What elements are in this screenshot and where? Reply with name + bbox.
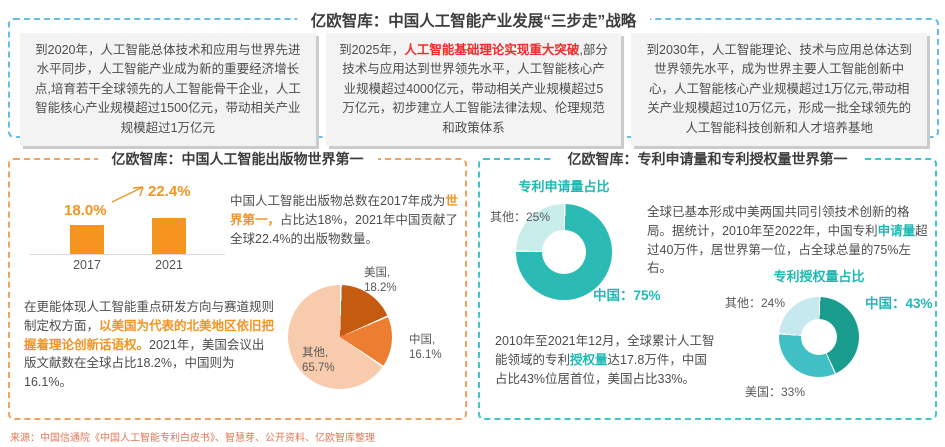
publications-summary-2: 在更能体现人工智能重点研发方向与赛道规则制定权方面，以美国为代表的北美地区依旧把…	[24, 298, 276, 392]
bar-2021	[152, 218, 186, 254]
pie-label-others-value: 65.7%	[302, 361, 335, 374]
pie-label-usa-name: 美国,	[364, 267, 391, 279]
publications-summary-1-highlight: 世界第一，	[230, 194, 458, 227]
applications-label-china: 中国：75%	[593, 288, 661, 303]
pie-label-china-name: 中国,	[409, 334, 436, 346]
step-2030-text: 到2030年，人工智能理论、技术与应用总体达到世界领先水平，成为世界主要人工智能…	[646, 43, 912, 135]
applications-label-others: 其他：25%	[490, 210, 551, 224]
grants-label-others: 其他：24%	[725, 296, 786, 310]
patents-panel: 亿欧智库：专利申请量和专利授权量世界第一 专利申请量占比 其他：25% 中国：7…	[478, 149, 937, 420]
grants-donut-title: 专利授权量占比	[773, 269, 865, 284]
grants-label-china: 中国：43%	[865, 296, 933, 311]
patents-summary-2-post: 达17.8万件，中国占比43%位居首位，美国占比33%。	[495, 352, 707, 386]
patents-summary-1-pre: 全球已基本形成中美两国共同引领技术创新的格局。据统计，2010年至2022年，中…	[647, 205, 910, 238]
pie-label-china: 中国, 16.1%	[409, 333, 442, 363]
publications-panel-title: 亿欧智库：中国人工智能出版物世界第一	[97, 149, 378, 169]
patents-summary-2-pre: 2010年至2021年12月，全球累计人工智能领域的专利	[495, 334, 715, 367]
conference-publications-pie-chart	[288, 285, 392, 389]
publication-share-bar-chart: 18.0% 22.4% 2017 2021	[30, 178, 225, 278]
bar-2021-category: 2021	[155, 258, 183, 272]
bar-2017-category: 2017	[73, 258, 101, 272]
pie-label-usa: 美国, 18.2%	[364, 266, 397, 296]
patents-summary-2: 2010年至2021年12月，全球累计人工智能领域的专利授权量达17.8万件，中…	[495, 332, 719, 388]
patents-summary-2-highlight: 授权量	[570, 352, 608, 367]
publications-summary-2-pre: 在更能体现人工智能重点研发方向与赛道规则制定权方面，	[24, 300, 275, 333]
step-2025-box: 到2025年，人工智能基础理论实现重大突破,部分技术与应用达到世界领先水平，人工…	[325, 33, 622, 146]
strategy-steps: 到2020年，人工智能总体技术和应用与世界先进水平同步，人工智能产业成为新的重要…	[20, 33, 928, 146]
publications-summary-2-highlight: 以美国为代表的北美地区依旧把握着理论创新话语权。	[24, 318, 275, 352]
patents-summary-1: 全球已基本形成中美两国共同引领技术创新的格局。据统计，2010年至2022年，中…	[647, 203, 932, 278]
bar-2021-value-label: 22.4%	[148, 183, 191, 200]
growth-arrow-icon	[111, 186, 144, 203]
step-2025-highlight: 人工智能基础理论实现重大突破	[404, 43, 580, 57]
pie-label-china-value: 16.1%	[409, 348, 442, 361]
publications-summary-1-post: 占比达18%，2021年中国贡献了全球22.4%的出版物数量。	[230, 212, 458, 246]
patents-panel-title: 亿欧智库：专利申请量和专利授权量世界第一	[553, 149, 862, 169]
strategy-panel: 亿欧智库：中国人工智能产业发展“三步走”战略 到2020年，人工智能总体技术和应…	[8, 9, 939, 146]
step-2020-box: 到2020年，人工智能总体技术和应用与世界先进水平同步，人工智能产业成为新的重要…	[20, 33, 316, 146]
patent-grants-donut-chart	[779, 297, 859, 377]
publications-summary-1-pre: 中国人工智能出版物总数在2017年成为	[230, 194, 446, 208]
pie-label-usa-value: 18.2%	[364, 281, 397, 294]
publications-summary-2-post: 2021年，美国会议出版文献数在全球占比18.2%，中国则为16.1%。	[24, 337, 265, 390]
applications-donut-title: 专利申请量占比	[518, 179, 610, 194]
patents-summary-1-highlight: 申请量	[877, 223, 916, 238]
strategy-panel-title: 亿欧智库：中国人工智能产业发展“三步走”战略	[296, 9, 651, 31]
source-note: 来源：中国信通院《中国人工智能专利白皮书》、智慧芽、公开资料、亿欧智库整理	[10, 433, 375, 444]
pie-label-others: 其他, 65.7%	[302, 346, 335, 376]
step-2030-box: 到2030年，人工智能理论、技术与应用总体达到世界领先水平，成为世界主要人工智能…	[631, 33, 928, 146]
patents-summary-1-post: 超过40万件，居世界第一位，占全球总量的75%左右。	[647, 223, 928, 276]
patent-applications-donut-chart	[516, 204, 612, 300]
pie-label-others-name: 其他,	[302, 347, 329, 359]
bar-chart-axis	[30, 178, 225, 255]
step-2025-text: 到2025年，	[339, 43, 405, 57]
bar-2017-value-label: 18.0%	[64, 202, 107, 219]
step-2020-text: 到2020年，人工智能总体技术和应用与世界先进水平同步，人工智能产业成为新的重要…	[34, 43, 301, 135]
publications-summary-1: 中国人工智能出版物总数在2017年成为世界第一，占比达18%，2021年中国贡献…	[230, 192, 462, 248]
grants-label-usa: 美国：33%	[745, 385, 806, 399]
step-2025-text-post: ,部分技术与应用达到世界领先水平，人工智能核心产业规模超过4000亿元，带动相关…	[342, 43, 608, 135]
publications-panel: 亿欧智库：中国人工智能出版物世界第一 18.0% 22.4% 2017 2021…	[8, 149, 467, 420]
bar-2017	[70, 225, 104, 254]
